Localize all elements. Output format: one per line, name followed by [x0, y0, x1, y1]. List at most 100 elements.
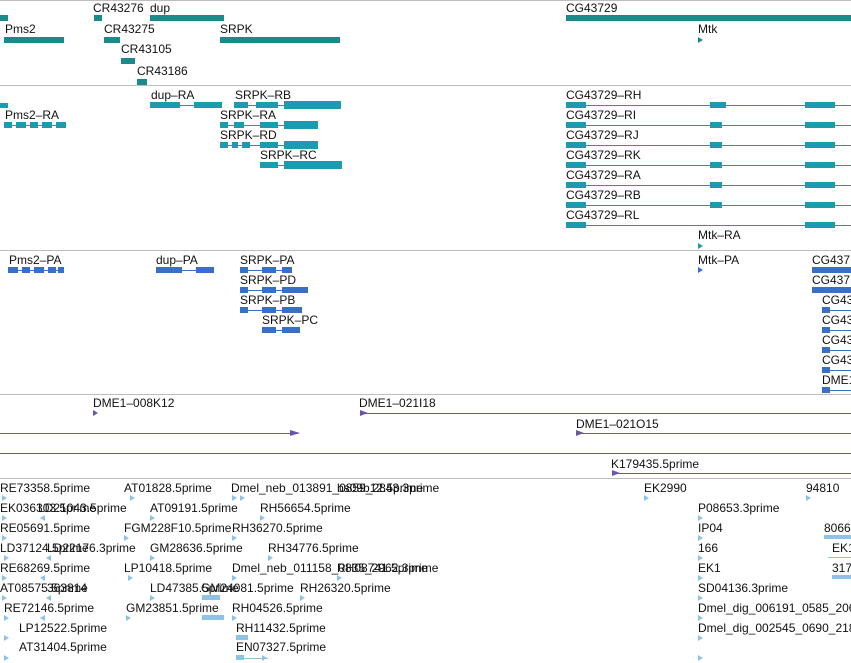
transcript-feature[interactable] — [284, 161, 342, 169]
transcript-feature[interactable] — [42, 122, 52, 128]
gene-feature[interactable] — [4, 37, 64, 43]
est-feature[interactable] — [130, 495, 135, 501]
transcript-feature[interactable] — [566, 105, 851, 106]
est-feature[interactable] — [262, 655, 267, 661]
protein-feature[interactable] — [8, 267, 18, 273]
est-feature[interactable] — [150, 595, 155, 601]
protein-feature[interactable] — [822, 327, 830, 333]
protein-feature[interactable] — [822, 350, 851, 351]
est-feature[interactable] — [150, 555, 155, 561]
transcript-feature[interactable] — [566, 185, 851, 186]
est-feature[interactable] — [806, 495, 811, 501]
gene-feature[interactable] — [150, 15, 224, 21]
est-feature[interactable] — [698, 595, 703, 601]
transcript-feature[interactable] — [30, 122, 38, 128]
protein-feature[interactable] — [698, 267, 703, 273]
est-feature[interactable] — [232, 535, 237, 541]
est-feature[interactable] — [236, 635, 248, 640]
protein-feature[interactable] — [156, 270, 214, 271]
protein-feature[interactable] — [58, 267, 64, 273]
protein-feature[interactable] — [822, 347, 830, 353]
transcript-feature[interactable] — [710, 182, 722, 188]
transcript-feature[interactable] — [566, 142, 586, 148]
transcript-feature[interactable] — [566, 182, 586, 188]
protein-feature[interactable] — [822, 307, 830, 313]
clone-feature[interactable] — [360, 410, 368, 416]
protein-feature[interactable] — [196, 267, 214, 273]
clone-feature[interactable] — [576, 430, 584, 436]
transcript-feature[interactable] — [284, 121, 318, 129]
est-feature[interactable] — [698, 575, 703, 581]
gene-feature[interactable] — [220, 37, 340, 43]
est-feature[interactable] — [824, 535, 851, 539]
protein-feature[interactable] — [262, 267, 276, 273]
transcript-feature[interactable] — [805, 142, 835, 148]
est-feature[interactable] — [2, 495, 7, 501]
clone-feature[interactable] — [0, 453, 851, 454]
clone-feature[interactable] — [0, 433, 298, 434]
protein-feature[interactable] — [822, 390, 851, 391]
transcript-feature[interactable] — [805, 122, 835, 128]
transcript-feature[interactable] — [805, 162, 835, 168]
protein-feature[interactable] — [282, 267, 292, 273]
est-feature[interactable] — [40, 515, 45, 521]
est-feature[interactable] — [124, 535, 129, 541]
transcript-feature[interactable] — [710, 122, 722, 128]
est-feature[interactable] — [2, 575, 7, 581]
transcript-feature[interactable] — [566, 165, 851, 166]
protein-feature[interactable] — [262, 330, 300, 331]
protein-feature[interactable] — [156, 267, 182, 273]
est-feature[interactable] — [46, 555, 51, 561]
est-feature[interactable] — [698, 555, 703, 561]
transcript-feature[interactable] — [4, 122, 12, 128]
protein-feature[interactable] — [822, 310, 851, 311]
est-feature[interactable] — [150, 515, 155, 521]
transcript-feature[interactable] — [220, 122, 228, 128]
protein-feature[interactable] — [262, 327, 276, 333]
est-feature[interactable] — [4, 635, 9, 641]
est-feature[interactable] — [644, 495, 649, 501]
transcript-feature[interactable] — [698, 243, 703, 249]
clone-feature[interactable] — [612, 473, 851, 474]
transcript-feature[interactable] — [566, 145, 851, 146]
est-feature[interactable] — [4, 555, 9, 561]
transcript-feature[interactable] — [566, 125, 851, 126]
transcript-feature[interactable] — [0, 103, 8, 108]
est-feature[interactable] — [2, 595, 7, 601]
protein-feature[interactable] — [822, 330, 851, 331]
transcript-feature[interactable] — [566, 102, 586, 108]
protein-feature[interactable] — [262, 307, 276, 313]
est-feature[interactable] — [698, 515, 703, 521]
protein-feature[interactable] — [22, 267, 30, 273]
transcript-feature[interactable] — [260, 142, 278, 148]
est-feature[interactable] — [202, 615, 224, 620]
est-feature[interactable] — [4, 615, 9, 621]
protein-feature[interactable] — [240, 267, 248, 273]
protein-feature[interactable] — [48, 267, 56, 273]
transcript-feature[interactable] — [566, 225, 851, 226]
gene-feature[interactable] — [121, 58, 135, 64]
est-feature[interactable] — [240, 495, 245, 501]
transcript-feature[interactable] — [710, 142, 722, 148]
clone-feature[interactable] — [576, 433, 851, 434]
est-feature[interactable] — [128, 575, 133, 581]
est-feature[interactable] — [300, 595, 305, 601]
transcript-feature[interactable] — [232, 142, 238, 148]
transcript-feature[interactable] — [805, 182, 835, 188]
gene-feature[interactable] — [0, 15, 8, 21]
est-feature[interactable] — [2, 515, 7, 521]
transcript-feature[interactable] — [150, 105, 222, 106]
transcript-feature[interactable] — [566, 205, 851, 206]
est-feature[interactable] — [40, 575, 45, 581]
est-feature[interactable] — [236, 658, 268, 659]
transcript-feature[interactable] — [150, 102, 180, 108]
protein-feature[interactable] — [282, 287, 308, 293]
est-feature[interactable] — [232, 575, 237, 581]
protein-feature[interactable] — [812, 287, 851, 293]
gene-feature[interactable] — [137, 79, 147, 85]
transcript-feature[interactable] — [260, 122, 278, 128]
protein-feature[interactable] — [34, 267, 44, 273]
est-feature[interactable] — [46, 595, 51, 601]
transcript-feature[interactable] — [220, 142, 228, 148]
